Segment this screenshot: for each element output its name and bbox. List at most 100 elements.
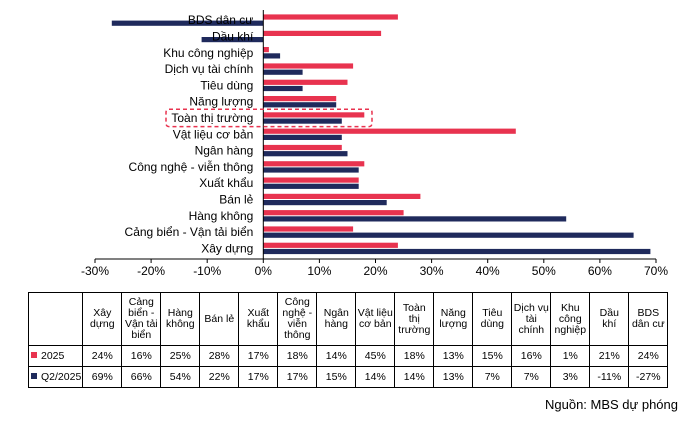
table-column-header: Năng lượng — [433, 292, 474, 346]
bar-2025-2 — [263, 47, 269, 53]
bar-2025-13 — [263, 226, 354, 232]
category-label-10: Xuất khẩu — [199, 176, 253, 190]
table-cell: 17% — [277, 366, 318, 388]
category-label-7: Vật liệu cơ bản — [173, 127, 254, 141]
row-series-label: 2025 — [27, 345, 84, 367]
bar-q2-2025-11 — [263, 200, 387, 206]
table-column-header: BDS dân cư — [628, 292, 669, 346]
table-cell: 15% — [316, 366, 357, 388]
table-cell: 14% — [394, 366, 435, 388]
category-label-0: BDS dân cư — [188, 13, 253, 27]
table-column-header: Vật liệu cơ bản — [355, 292, 396, 346]
bar-q2-2025-1 — [201, 37, 264, 43]
table-cell: 14% — [316, 345, 357, 367]
bar-q2-2025-0 — [111, 20, 264, 26]
table-row: Q2/2025 69% 66% 54% 22% 17% 17% 15% 14% 14% 13% 7% 7… — [27, 366, 669, 388]
bar-2025-0 — [263, 14, 398, 20]
x-tick-label-0: -30% — [81, 264, 109, 278]
category-label-3: Dịch vụ tài chính — [165, 62, 254, 76]
table-cell: 15% — [472, 345, 513, 367]
table-column-header: Ngân hàng — [316, 292, 357, 346]
category-labels: BDS dân cư Dầu khí Khu công nghiệp Dịch vụ … — [125, 13, 254, 255]
bar-2025-14 — [263, 242, 398, 248]
category-label-6: Toàn thị trường — [171, 111, 253, 125]
category-label-12: Hàng không — [189, 209, 254, 223]
category-label-4: Tiêu dùng — [200, 78, 253, 92]
category-label-8: Ngân hàng — [195, 144, 254, 158]
table-cell: 45% — [355, 345, 396, 367]
table-cell: 3% — [550, 366, 591, 388]
table-cell: 14% — [355, 366, 396, 388]
table-column-header: Xuất khẩu — [238, 292, 279, 346]
bar-q2-2025-14 — [263, 248, 651, 255]
x-tick-label-10: 70% — [644, 264, 668, 278]
table-column-header: Toàn thị trường — [394, 292, 435, 346]
category-label-11: Bán lẻ — [219, 192, 253, 206]
bar-q2-2025-3 — [263, 69, 303, 75]
table-cell: 7% — [472, 366, 513, 388]
bar-q2-2025-5 — [263, 102, 337, 108]
bar-2025-5 — [263, 96, 337, 102]
bar-q2-2025-7 — [263, 134, 342, 140]
table-cell: 25% — [160, 345, 201, 367]
x-tick-label-2: -10% — [193, 264, 221, 278]
source-note: Nguồn: MBS dự phóng — [544, 397, 678, 412]
bar-q2-2025-12 — [263, 216, 567, 222]
table-column-header: Dầu khí — [589, 292, 630, 346]
legend-label: 2025 — [41, 349, 65, 362]
table-column-header: Công nghệ - viễn thông — [277, 292, 318, 346]
legend-label: Q2/2025 — [41, 370, 82, 383]
bar-2025-12 — [263, 210, 404, 216]
legend-swatch — [31, 372, 37, 379]
table-cell: 17% — [238, 366, 279, 388]
bar-2025-8 — [263, 144, 342, 151]
bar-2025-7 — [263, 128, 516, 134]
table-column-header: Khu công nghiệp — [550, 292, 591, 346]
table-column-header: Cảng biển - Vận tải biển — [121, 292, 162, 346]
x-tick-label-6: 30% — [420, 264, 444, 278]
bar-q2-2025-4 — [263, 85, 303, 92]
bar-q2-2025-10 — [263, 183, 359, 189]
bar-2025-6 — [263, 112, 365, 118]
row-series-label: Q2/2025 — [27, 366, 84, 388]
table-cell: 1% — [550, 345, 591, 367]
data-table: Xây dựng Cảng biển - Vận tải biển Hàng khô… — [27, 292, 669, 388]
bar-2025-3 — [263, 63, 354, 69]
category-label-13: Cảng biển - Vận tải biển — [125, 225, 254, 239]
bar-2025-1 — [263, 30, 382, 36]
table-cell: 28% — [199, 345, 240, 367]
bar-q2-2025-13 — [263, 232, 634, 238]
bar-2025-4 — [263, 79, 348, 85]
table-cell: -11% — [589, 366, 630, 388]
table-cell: 18% — [394, 345, 435, 367]
table-cell: 24% — [82, 345, 123, 367]
table-column-header: Hàng không — [160, 292, 201, 346]
table-body: 2025 24% 16% 25% 28% 17% 18% 14% 45% 18% 13% 15% 16%… — [27, 345, 669, 388]
bar-q2-2025-9 — [263, 167, 359, 173]
x-tick-label-9: 60% — [588, 264, 612, 278]
table-column-header: Dịch vụ tài chính — [511, 292, 552, 346]
x-tick-label-5: 20% — [363, 264, 387, 278]
table-cell: 17% — [238, 345, 279, 367]
table-header-row: Xây dựng Cảng biển - Vận tải biển Hàng khô… — [27, 292, 669, 346]
highlight-box — [165, 108, 373, 128]
bar-q2-2025-8 — [263, 151, 348, 157]
category-label-9: Công nghệ - viễn thông — [129, 159, 254, 174]
table-cell: 16% — [511, 345, 552, 367]
bar-2025-10 — [263, 177, 359, 183]
table-column-header: Xây dựng — [82, 292, 123, 346]
x-tick-label-4: 10% — [307, 264, 331, 278]
table-cell: 66% — [121, 366, 162, 388]
category-label-1: Dầu khí — [212, 29, 254, 43]
table-corner-cell — [27, 292, 84, 346]
x-tick-label-7: 40% — [476, 264, 500, 278]
table-column-header: Bán lẻ — [199, 292, 240, 346]
category-label-5: Năng lượng — [189, 95, 253, 109]
table-cell: 69% — [82, 366, 123, 388]
table-cell: 16% — [121, 345, 162, 367]
x-tick-label-1: -20% — [137, 264, 165, 278]
table-cell: 24% — [628, 345, 669, 367]
category-label-14: Xây dựng — [201, 241, 253, 255]
table-row: 2025 24% 16% 25% 28% 17% 18% 14% 45% 18% 13% 15% 16%… — [27, 345, 669, 367]
x-tick-label-8: 50% — [532, 264, 556, 278]
